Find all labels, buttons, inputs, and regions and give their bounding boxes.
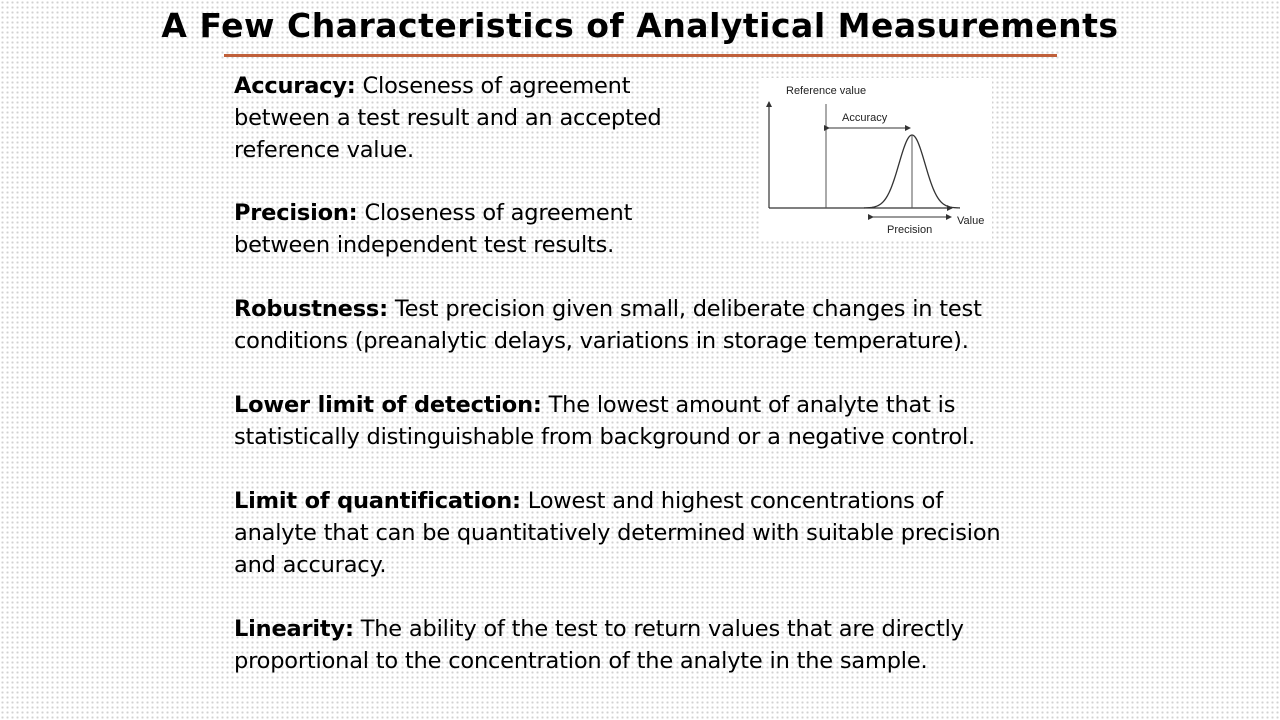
precision-label: Precision [887, 224, 932, 236]
definition-text: statistically distinguishable from backg… [234, 424, 975, 450]
definition-text: The lowest amount of analyte that is [548, 392, 956, 418]
reference-value-label: Reference value [786, 85, 866, 97]
definition-linearity: Linearity: The ability of the test to re… [234, 613, 964, 677]
definition-text: and accuracy. [234, 552, 387, 578]
definition-text: Closeness of agreement [364, 200, 633, 226]
definition-limit-of-quantification: Limit of quantification: Lowest and high… [234, 485, 1001, 581]
definition-text: proportional to the concentration of the… [234, 648, 928, 674]
value-label: Value [957, 215, 984, 227]
slide-title: A Few Characteristics of Analytical Meas… [161, 6, 1119, 45]
definition-text: Test precision given small, deliberate c… [394, 296, 982, 322]
term-precision: Precision: [234, 200, 358, 226]
term-lower-limit-of-detection: Lower limit of detection: [234, 392, 542, 418]
definition-text: between independent test results. [234, 232, 615, 258]
definition-accuracy: Accuracy: Closeness of agreement between… [234, 70, 662, 166]
definition-lower-limit-of-detection: Lower limit of detection: The lowest amo… [234, 389, 975, 453]
definition-text: Lowest and highest concentrations of [527, 488, 943, 514]
term-limit-of-quantification: Limit of quantification: [234, 488, 521, 514]
definition-text: conditions (preanalytic delays, variatio… [234, 328, 969, 354]
accuracy-precision-diagram: Reference value Value Accuracy Precision [760, 78, 992, 240]
term-linearity: Linearity: [234, 616, 354, 642]
term-accuracy: Accuracy: [234, 73, 356, 99]
definition-text: The ability of the test to return values… [360, 616, 964, 642]
accuracy-label: Accuracy [842, 112, 888, 124]
definition-precision: Precision: Closeness of agreement betwee… [234, 197, 632, 261]
term-robustness: Robustness: [234, 296, 388, 322]
title-underline [224, 54, 1057, 57]
diagram-svg: Reference value Value Accuracy Precision [766, 85, 984, 236]
definition-text: between a test result and an accepted [234, 105, 662, 131]
definition-robustness: Robustness: Test precision given small, … [234, 293, 982, 357]
definition-text: Closeness of agreement [362, 73, 631, 99]
definition-text: reference value. [234, 137, 414, 163]
definition-text: analyte that can be quantitatively deter… [234, 520, 1001, 546]
